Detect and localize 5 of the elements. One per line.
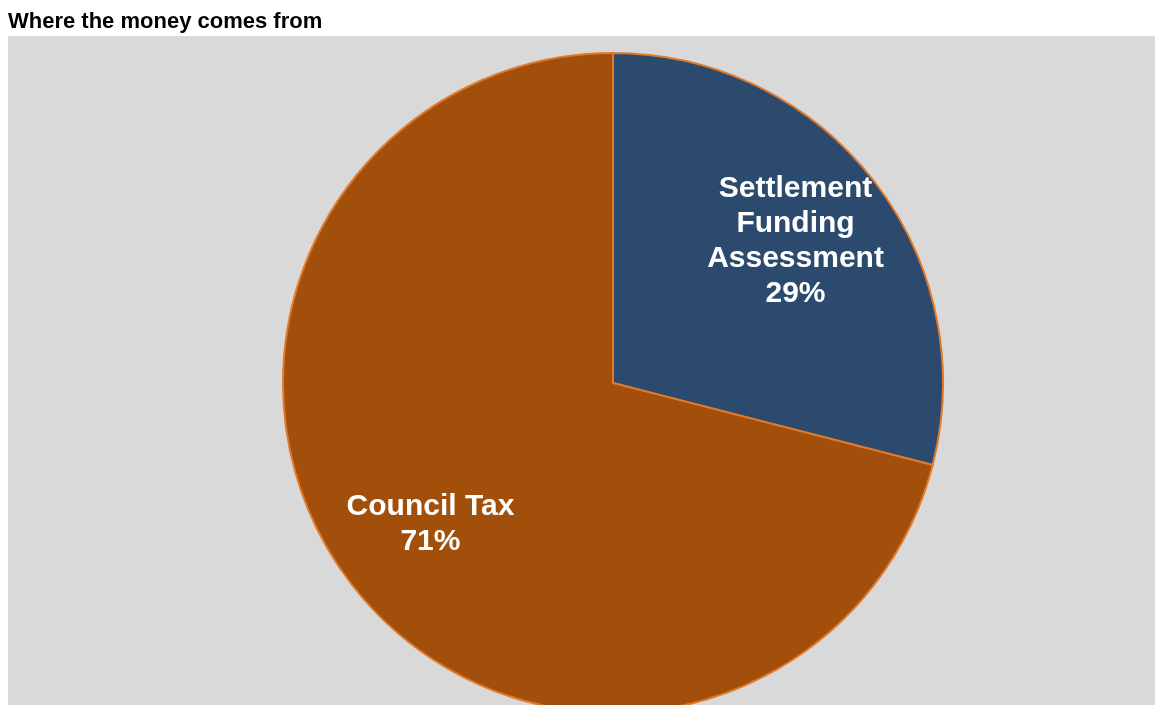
slice-label: Settlement Funding Assessment bbox=[707, 169, 884, 273]
data-label: 29% bbox=[765, 274, 826, 308]
data-label: 71% bbox=[400, 523, 461, 556]
slice-label: Council Tax bbox=[346, 488, 515, 521]
chart-title: Where the money comes from bbox=[8, 8, 323, 33]
